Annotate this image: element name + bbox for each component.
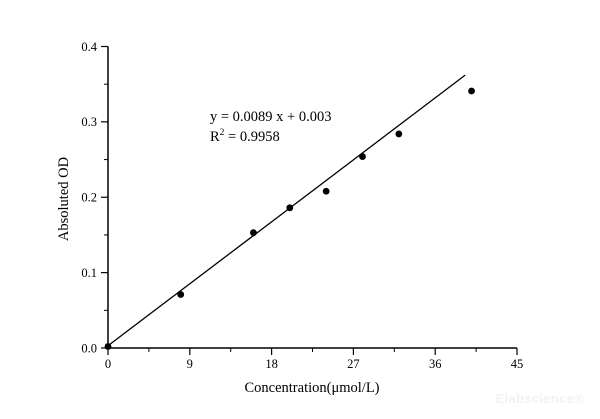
y-tick-label: 0.1 [81,266,97,280]
y-tick-label: 0.0 [81,341,97,355]
r-squared-base: R [210,129,220,145]
fit-line [107,74,466,347]
fit-equation-text: y = 0.0089 x + 0.003 [210,109,331,125]
chart-plot-area: 0 9 18 27 36 45 0.0 0.1 0.2 0.3 0.4 [81,40,523,371]
x-tick-label: 36 [429,357,442,371]
x-tick-label: 18 [265,357,278,371]
data-point [359,153,366,160]
y-tick-label: 0.3 [81,115,97,129]
y-tick-label: 0.4 [81,40,97,54]
data-point [104,343,112,350]
data-point [177,291,185,298]
data-point [250,229,257,237]
data-point [286,204,294,212]
x-axis-label: Concentration(μmol/L) [244,380,379,396]
data-point [322,187,330,195]
data-point [395,130,403,138]
r-squared-value: = 0.9958 [224,129,279,145]
x-tick-label: 27 [347,357,360,371]
y-tick-label: 0.2 [81,191,97,205]
x-tick-label: 9 [187,357,193,371]
r-squared-text: R2 = 0.9958 [210,128,280,145]
elabscience-watermark: Elabscience® [495,391,584,406]
x-tick-label: 0 [105,357,111,371]
data-point [468,87,475,95]
y-axis-label: Absoluted OD [56,157,72,241]
x-tick-label: 45 [511,357,524,371]
r-squared-superscript: 2 [220,128,225,138]
